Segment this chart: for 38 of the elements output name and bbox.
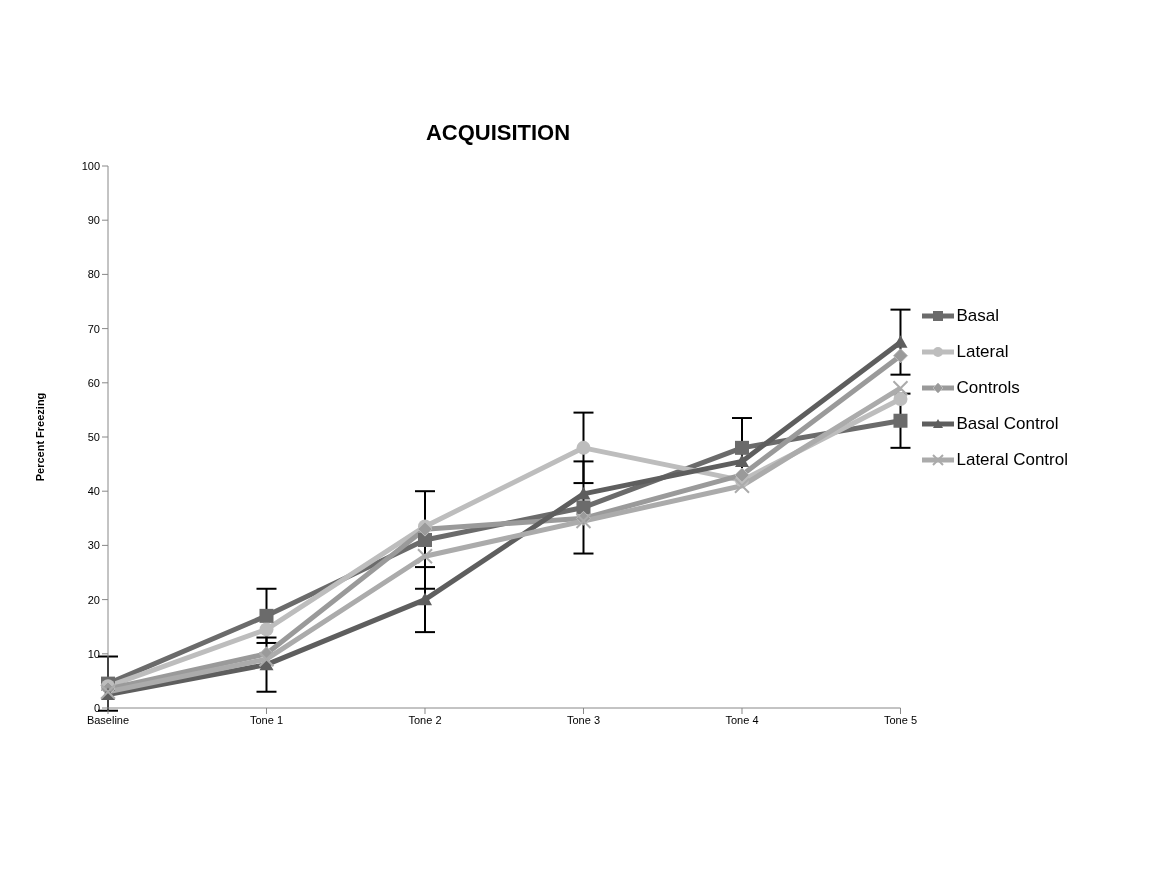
y-tick-label: 20 — [87, 593, 100, 606]
y-tick-label: 60 — [87, 376, 100, 389]
legend-label: Basal Control — [956, 414, 1059, 434]
point — [575, 513, 592, 530]
x-tick-label: Tone 3 — [566, 713, 601, 726]
point — [733, 477, 750, 494]
legend-label: Lateral — [956, 342, 1009, 362]
point — [734, 454, 749, 467]
legend-label: Basal — [956, 306, 1000, 326]
x-tick-label: Tone 1 — [249, 713, 284, 726]
point — [893, 392, 908, 407]
point — [416, 548, 433, 565]
point — [893, 413, 908, 428]
point — [892, 380, 909, 397]
point — [417, 592, 432, 606]
chart-title: ACQUISITION — [424, 120, 572, 146]
y-tick-label: 30 — [87, 539, 100, 552]
x-tick-label: Baseline — [86, 713, 130, 726]
point — [734, 467, 750, 483]
y-tick-label: 80 — [87, 268, 100, 281]
point — [258, 651, 275, 668]
y-tick-label: 70 — [87, 322, 100, 335]
x-tick-label: Tone 2 — [408, 713, 442, 726]
y-tick-label: 100 — [81, 159, 100, 172]
y-tick-label: 40 — [87, 485, 100, 498]
x-tick-label: Tone 4 — [725, 713, 759, 726]
point — [259, 608, 274, 623]
point — [734, 440, 749, 455]
y-tick-label: 10 — [87, 647, 100, 660]
y-tick-label: 90 — [87, 214, 100, 227]
point — [576, 440, 591, 455]
legend-label: Lateral Control — [956, 450, 1068, 470]
point — [259, 622, 274, 637]
legend-label: Controls — [956, 378, 1020, 398]
x-tick-label: Tone 5 — [883, 713, 917, 726]
point — [892, 348, 908, 364]
y-axis-title: Percent Freezing — [33, 392, 46, 482]
y-tick-label: 50 — [87, 430, 100, 443]
